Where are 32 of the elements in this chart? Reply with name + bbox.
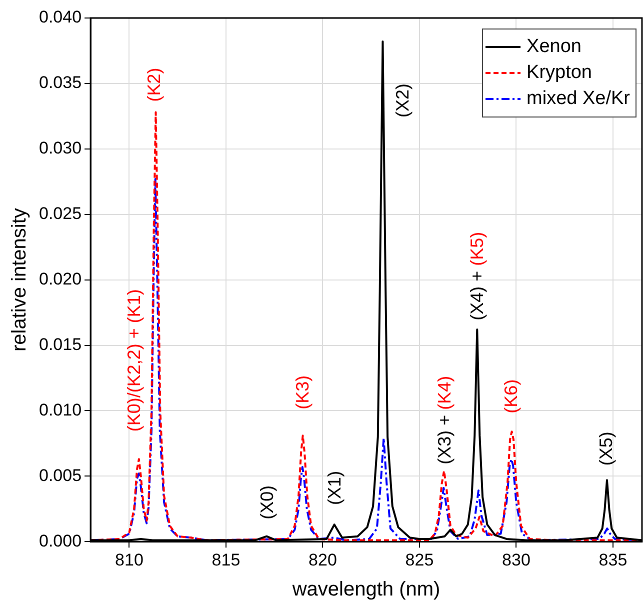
annotation: (X5): [596, 432, 616, 466]
annotation: (X4) +: [466, 270, 487, 320]
y-tick-label: 0.000: [38, 531, 82, 550]
annotation: (X1): [324, 470, 345, 505]
y-tick-label: 0.040: [38, 8, 82, 27]
y-tick-label: 0.035: [38, 73, 82, 92]
legend-label: mixed Xe/Kr: [526, 88, 631, 110]
x-tick-label: 830: [502, 550, 530, 570]
legend-label: Xenon: [526, 36, 582, 58]
x-tick-label: 810: [115, 550, 144, 570]
x-tick-label: 820: [308, 550, 337, 570]
annotation: (X2): [392, 83, 412, 118]
annotation: (K0)/(K2,2) + (K1): [124, 289, 144, 432]
annotation: (K3): [292, 375, 313, 410]
y-axis-title: relative intensity: [8, 208, 31, 352]
x-axis-title: wavelength (nm): [291, 578, 440, 601]
y-tick-label: 0.020: [38, 269, 82, 288]
annotation: (X3) +: [434, 414, 455, 464]
y-tick-label: 0.025: [38, 204, 82, 224]
y-tick-label: 0.005: [38, 466, 82, 485]
y-tick-label: 0.030: [38, 138, 82, 158]
annotation: (K5): [466, 232, 487, 266]
annotation: (K2): [144, 68, 164, 102]
annotation: (X0): [257, 485, 278, 520]
x-tick-label: 825: [405, 550, 434, 570]
x-tick-label: 815: [212, 550, 240, 570]
y-tick-label: 0.010: [38, 400, 82, 420]
y-tick-label: 0.015: [38, 334, 82, 354]
legend-label: Krypton: [526, 62, 592, 84]
annotation: (K6): [501, 379, 522, 414]
annotation: (K4): [434, 376, 455, 410]
x-tick-label: 835: [598, 550, 628, 570]
